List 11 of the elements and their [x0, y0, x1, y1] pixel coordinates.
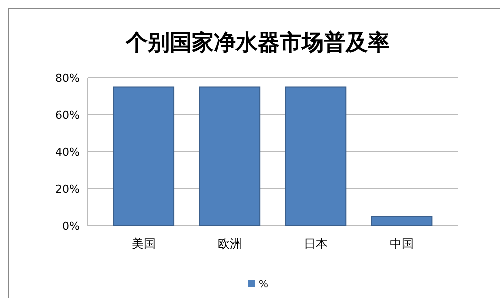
legend-label: % [259, 280, 269, 290]
x-tick-label: 美国 [132, 237, 156, 251]
y-tick-label: 40% [56, 146, 80, 159]
y-tick-label: 0% [62, 220, 80, 233]
y-tick-label: 20% [56, 182, 80, 196]
chart-title: 个别国家净水器市场普及率 [125, 30, 390, 56]
x-tick-label: 日本 [304, 237, 328, 251]
y-tick-label: 60% [56, 108, 80, 122]
x-tick-label: 中国 [390, 237, 414, 251]
x-tick-label: 欧洲 [218, 237, 242, 251]
y-tick-label: 80% [56, 72, 80, 85]
